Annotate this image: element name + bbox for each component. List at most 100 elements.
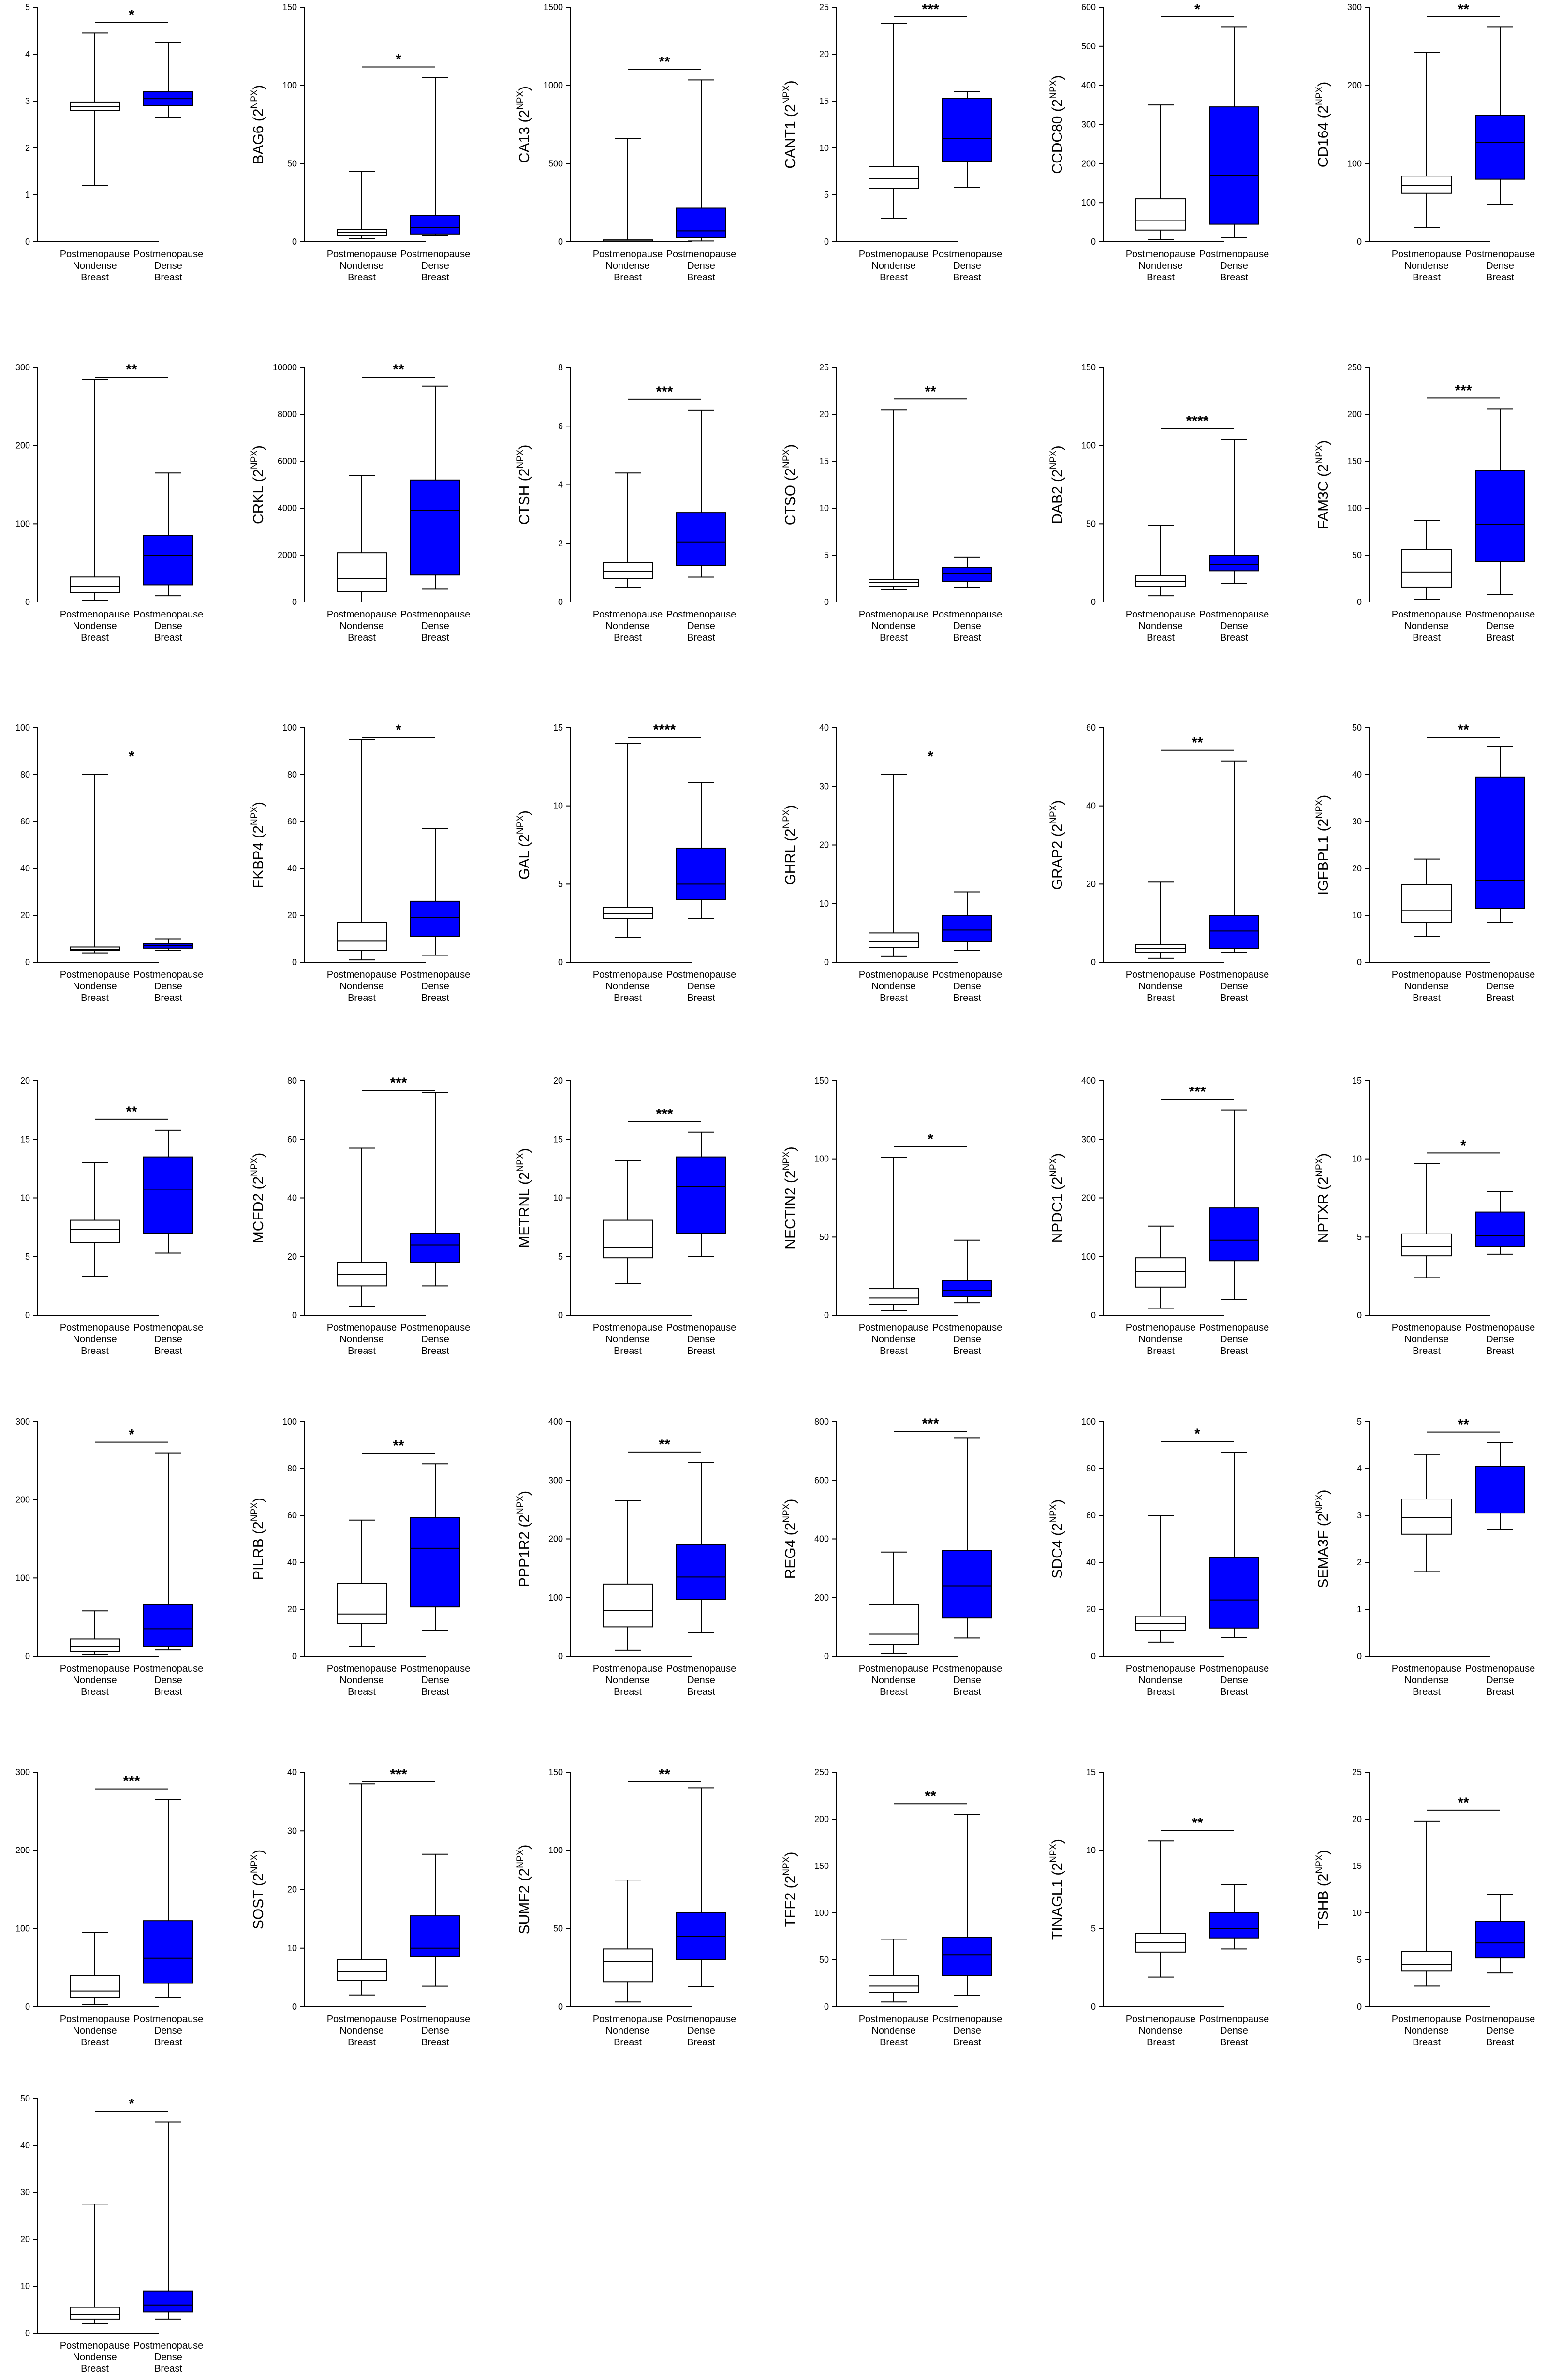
dense-box [143,1156,193,1234]
y-tick-label: 8000 [278,410,297,419]
y-tick-label: 20 [1352,864,1362,873]
group-label: Breast [348,993,376,1003]
y-tick-label: 100 [1081,1417,1096,1426]
y-tick-label: 15 [1352,1076,1362,1086]
group-label: Postmenopause [327,609,397,620]
boxplot-panel: 0 100 200 300 400 500 600 CCDC80 (2NPX) Postmeno… [1048,1,1269,283]
y-axis-title: CCDC80 (2NPX) [1048,75,1065,174]
group-label: Postmenopause [60,2014,130,2025]
y-axis-title: IGFBPL1 (2NPX) [1314,795,1331,895]
group-label: Breast [880,632,908,643]
y-tick-label: 0 [25,957,30,967]
group-label: Breast [1413,272,1441,283]
group-label: Postmenopause [1126,970,1196,980]
significance-marker: ** [126,362,137,378]
significance-marker: *** [922,1,939,17]
y-tick-label: 20 [287,1252,297,1262]
y-tick-label: 0 [292,597,297,607]
dense-box [410,1517,460,1608]
y-tick-label: 200 [15,1846,30,1855]
group-label: Postmenopause [327,2014,397,2025]
group-label: Breast [614,993,642,1003]
significance-marker: *** [922,1416,939,1432]
dense-box [410,215,460,235]
dense-box [942,1550,992,1619]
dense-box [1209,915,1259,949]
group-label: Breast [953,993,981,1003]
nondense-box [869,1288,919,1305]
significance-marker: *** [123,1774,140,1790]
group-label: Postmenopause [1392,249,1462,260]
group-label: Postmenopause [666,249,737,260]
significance-marker: * [129,7,134,23]
y-tick-label: 10 [1352,1908,1362,1918]
y-tick-label: 0 [292,1651,297,1661]
y-tick-label: 0 [1091,597,1096,607]
group-label: Dense [154,2026,182,2036]
y-tick-label: 300 [15,363,30,372]
group-label: Dense [953,261,981,271]
dense-box [410,900,460,937]
group-label: Breast [154,272,182,283]
y-tick-label: 40 [20,2141,30,2150]
group-label: Postmenopause [1199,1322,1269,1333]
y-tick-label: 5 [1091,1924,1096,1933]
y-tick-label: 0 [1357,1310,1362,1320]
y-tick-label: 0 [1091,2002,1096,2012]
nondense-box [1401,884,1452,923]
y-tick-label: 10 [1352,911,1362,920]
significance-marker: ** [393,362,404,378]
y-tick-label: 10 [819,899,829,909]
group-label: Postmenopause [1126,609,1196,620]
group-label: Dense [1220,1334,1248,1345]
nondense-box [337,922,387,951]
y-tick-label: 5 [25,1252,30,1262]
group-label: Breast [348,2037,376,2048]
group-label: Postmenopause [1392,609,1462,620]
y-axis-title: SUMF2 (2NPX) [516,1845,532,1935]
y-tick-label: 0 [558,1310,563,1320]
group-label: Postmenopause [327,249,397,260]
significance-marker: ** [1192,735,1203,751]
group-label: Postmenopause [1199,1663,1269,1674]
group-label: Postmenopause [932,970,1002,980]
group-label: Breast [348,272,376,283]
group-label: Breast [154,2037,182,2048]
y-tick-label: 20 [20,1076,30,1086]
y-tick-label: 3 [1357,1511,1362,1520]
nondense-box [603,1583,653,1628]
y-axis-title: NPDC1 (2NPX) [1048,1153,1065,1243]
y-tick-label: 100 [1081,198,1096,207]
group-label: Breast [1147,1687,1175,1697]
y-tick-label: 0 [292,1310,297,1320]
y-tick-label: 0 [824,237,829,247]
group-label: Postmenopause [932,609,1002,620]
y-axis-title: SOST (2NPX) [250,1850,266,1929]
group-label: Postmenopause [1126,2014,1196,2025]
y-tick-label: 300 [15,1767,30,1777]
y-tick-label: 150 [548,1767,563,1777]
y-tick-label: 60 [20,817,30,826]
group-label: Dense [421,261,449,271]
significance-marker: ** [925,383,936,399]
y-axis-title: BAG6 (2NPX) [250,85,266,164]
y-tick-label: 5 [558,879,563,889]
y-axis-title: PPP1R2 (2NPX) [516,1491,532,1587]
y-tick-label: 5 [1357,1417,1362,1426]
group-label: Postmenopause [593,1663,663,1674]
y-tick-label: 60 [287,817,297,826]
y-tick-label: 0 [824,1310,829,1320]
dense-box [1475,1921,1525,1959]
group-label: Postmenopause [859,1322,929,1333]
y-tick-label: 800 [814,1417,829,1426]
y-tick-label: 400 [1081,1076,1096,1086]
dense-box [676,512,726,566]
